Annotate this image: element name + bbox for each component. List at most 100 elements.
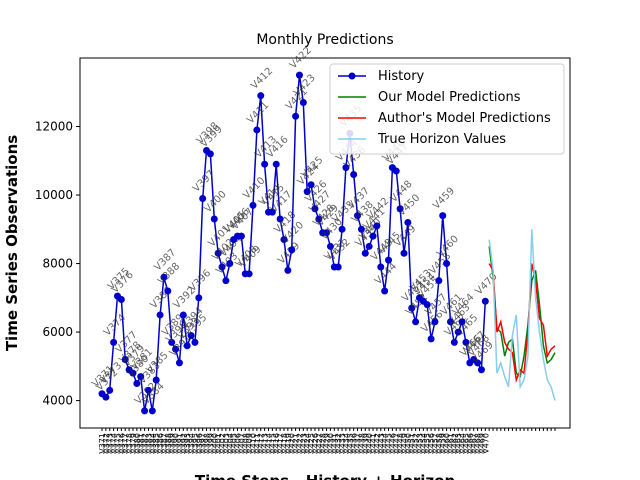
point xyxy=(148,407,156,415)
point xyxy=(156,311,164,319)
x-tick-label: V404 xyxy=(226,433,235,454)
point xyxy=(179,311,187,319)
point xyxy=(284,266,292,274)
x-tick-label: V435 xyxy=(346,433,355,454)
x-tick-label: V402 xyxy=(218,433,227,454)
legend-label: Our Model Predictions xyxy=(378,90,521,105)
x-axis-label: Time Steps - History + Horizon xyxy=(195,472,455,480)
x-tick-label: V433 xyxy=(338,433,347,454)
point xyxy=(408,304,416,312)
y-tick-label: 8000 xyxy=(42,257,73,271)
point xyxy=(454,328,462,336)
legend-marker xyxy=(348,72,356,80)
point xyxy=(172,345,180,353)
x-tick-label: V399 xyxy=(206,433,215,454)
x-tick-label: V377 xyxy=(121,433,130,454)
x-tick-label: V457 xyxy=(431,433,440,454)
x-tick-label: V460 xyxy=(443,433,452,454)
point xyxy=(129,369,137,377)
x-tick-label: V421 xyxy=(292,433,301,454)
x-tick-label: V400 xyxy=(210,433,219,454)
x-tick-label: V389 xyxy=(168,433,177,454)
point xyxy=(237,232,245,240)
x-tick-label: V438 xyxy=(357,433,366,454)
x-tick-label: V410 xyxy=(249,433,258,454)
point xyxy=(261,160,269,168)
x-tick-label: V411 xyxy=(253,433,262,454)
point xyxy=(183,342,191,350)
x-tick-label: V459 xyxy=(439,433,448,454)
point xyxy=(350,170,358,178)
point xyxy=(365,242,373,250)
y-tick-label: 10000 xyxy=(35,188,73,202)
x-tick-label: V378 xyxy=(125,433,134,454)
x-tick-label: V390 xyxy=(172,433,181,454)
point xyxy=(354,212,362,220)
x-tick-label: V450 xyxy=(404,433,413,454)
point xyxy=(187,332,195,339)
point xyxy=(245,270,253,278)
point xyxy=(214,249,222,257)
point xyxy=(481,297,489,305)
point xyxy=(257,92,265,100)
point xyxy=(249,201,257,209)
x-tick-label: V413 xyxy=(261,433,270,454)
point xyxy=(462,338,470,346)
point xyxy=(276,215,284,223)
x-tick-label: V444 xyxy=(381,433,390,454)
point-label: V459 xyxy=(431,186,457,212)
x-tick-label: V442 xyxy=(373,433,382,454)
x-tick-label: V394 xyxy=(187,433,196,454)
x-tick-label: V466 xyxy=(466,433,475,454)
point xyxy=(338,225,346,233)
x-tick-label: V426 xyxy=(311,433,320,454)
point xyxy=(137,373,145,381)
legend-box xyxy=(329,63,565,155)
point xyxy=(369,232,377,240)
x-tick-label: V375 xyxy=(113,433,122,454)
x-tick-label: V430 xyxy=(326,433,335,454)
x-tick-label: V406 xyxy=(234,433,243,454)
x-tick-label: V401 xyxy=(214,433,223,454)
point xyxy=(326,242,334,250)
point xyxy=(307,181,315,189)
point xyxy=(292,112,300,120)
x-tick-label: V464 xyxy=(458,433,467,454)
x-tick-label: V440 xyxy=(365,433,374,454)
point xyxy=(427,335,435,343)
point xyxy=(144,386,152,394)
x-tick-label: V463 xyxy=(454,433,463,454)
point xyxy=(373,222,381,230)
x-tick-label: V385 xyxy=(152,433,161,454)
x-tick-label: V420 xyxy=(288,433,297,454)
series-line xyxy=(488,263,556,383)
point-label: V376 xyxy=(110,270,136,296)
point xyxy=(168,338,176,346)
x-tick-label: V416 xyxy=(272,433,281,454)
x-tick-label: V388 xyxy=(164,433,173,454)
x-tick-label: V371 xyxy=(98,433,107,454)
x-tick-label: V448 xyxy=(396,433,405,454)
x-tick-label: V373 xyxy=(106,433,115,454)
x-tick-label: V453 xyxy=(415,433,424,454)
legend-label: True Horizon Values xyxy=(377,132,506,147)
point xyxy=(199,194,207,202)
x-tick-label: V415 xyxy=(268,433,277,454)
point xyxy=(210,215,218,223)
x-tick-label: V414 xyxy=(264,433,273,454)
x-tick-label: V449 xyxy=(400,433,409,454)
series-line xyxy=(488,246,556,379)
x-tick-label: V382 xyxy=(141,433,150,454)
x-tick-label: V446 xyxy=(388,433,397,454)
point xyxy=(385,256,393,264)
x-tick-label: V461 xyxy=(446,433,455,454)
x-tick-label: V462 xyxy=(450,433,459,454)
point xyxy=(443,260,451,268)
point-label: V412 xyxy=(249,66,275,92)
x-tick-label: V465 xyxy=(462,433,471,454)
point xyxy=(423,301,431,309)
x-tick-label: V468 xyxy=(474,433,483,454)
x-tick-label: V443 xyxy=(377,433,386,454)
point xyxy=(404,218,412,226)
point xyxy=(315,215,323,223)
